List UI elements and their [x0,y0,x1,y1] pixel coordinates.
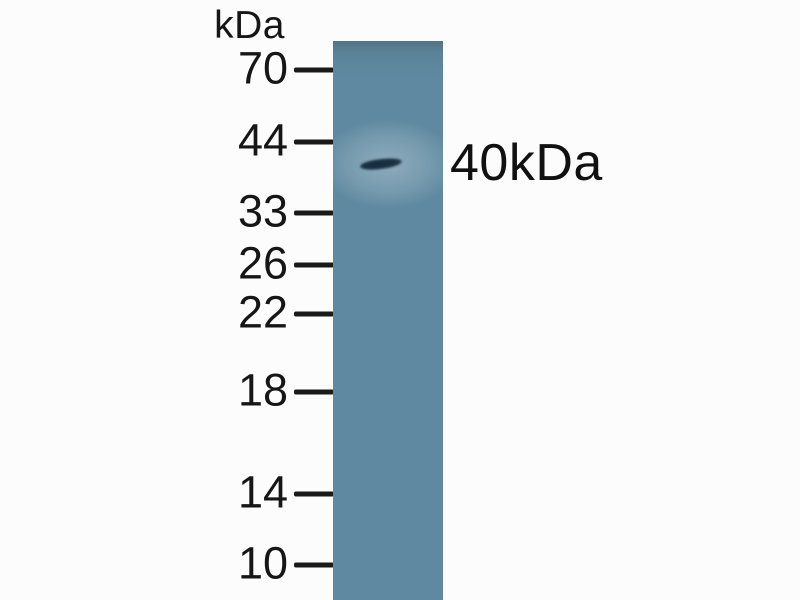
marker-row: 44 [0,118,334,163]
marker-row: 70 [0,46,334,91]
marker-tick [294,262,334,267]
marker-tick [294,210,334,215]
marker-label: 18 [237,364,288,416]
marker-label: 14 [237,466,288,518]
marker-row: 14 [0,470,334,515]
marker-label: 70 [237,42,288,94]
marker-tick [294,562,334,567]
marker-row: 22 [0,290,334,335]
marker-label: 33 [237,185,288,237]
marker-label: 22 [237,286,288,338]
marker-label: 26 [237,237,288,289]
marker-tick [294,491,334,496]
marker-row: 26 [0,241,334,286]
marker-label: 44 [237,114,288,166]
marker-label: 10 [237,537,288,589]
band-weight-annotation: 40kDa [450,133,603,192]
kda-unit-label: kDa [214,4,285,47]
marker-tick [294,311,334,316]
marker-tick [294,389,334,394]
marker-row: 10 [0,541,334,586]
protein-band [359,156,403,172]
marker-tick [294,139,334,144]
marker-row: 18 [0,368,334,413]
marker-tick [294,67,334,72]
marker-row: 33 [0,189,334,234]
blot-lane [333,41,443,600]
